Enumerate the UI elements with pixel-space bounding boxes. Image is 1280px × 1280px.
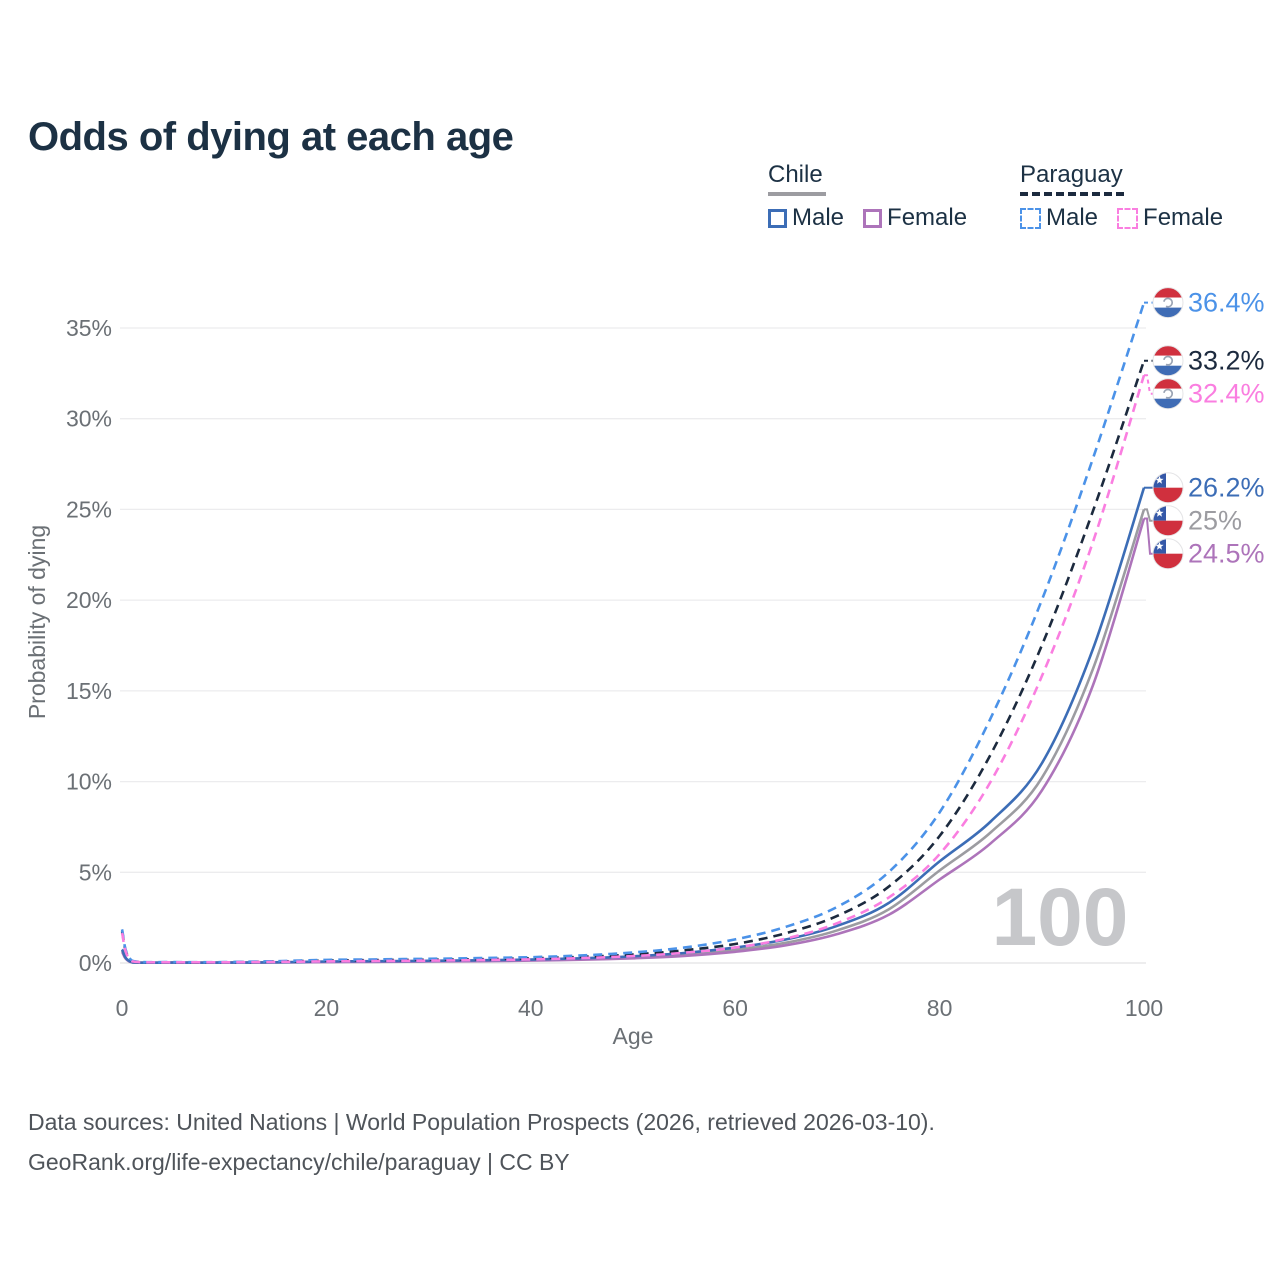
paraguay-female-swatch	[1117, 207, 1139, 229]
paraguay-flag-icon	[1152, 378, 1184, 410]
footer-attribution-line: GeoRank.org/life-expectancy/chile/paragu…	[28, 1149, 570, 1175]
legend-country-label-paraguay: Paraguay	[1020, 161, 1123, 188]
x-tick-20: 20	[314, 995, 340, 1021]
legend-label-paraguay-male: Male	[1046, 204, 1099, 231]
y-tick-30%: 30%	[66, 406, 112, 432]
legend-items-chile: Male Female	[768, 204, 986, 232]
series-line-paraguay-male	[120, 302, 1146, 964]
chile-male-swatch	[768, 208, 787, 228]
legend-item-chile-male[interactable]: Male	[768, 204, 844, 232]
paraguay-both-sexes-line-swatch	[1020, 192, 1124, 196]
legend-items-paraguay: Male Female	[1020, 204, 1242, 232]
legend-country-label-chile: Chile	[768, 161, 823, 188]
x-axis-label: Age	[613, 1023, 654, 1049]
chile-flag-icon	[1152, 538, 1184, 570]
legend-group-paraguay: Paraguay Male Female	[1020, 161, 1242, 232]
x-tick-60: 60	[722, 995, 748, 1021]
end-value-label-paraguay-female: 32.4%	[1188, 379, 1265, 409]
legend-item-paraguay-female[interactable]: Female	[1117, 204, 1223, 232]
y-tick-5%: 5%	[79, 859, 112, 885]
age-watermark: 100	[992, 872, 1129, 963]
chile-flag-icon	[1152, 505, 1184, 537]
legend-item-paraguay-male[interactable]: Male	[1020, 204, 1098, 232]
legend-label-chile-female: Female	[887, 204, 968, 231]
x-tick-100: 100	[1125, 995, 1163, 1021]
legend-country-paraguay[interactable]: Paraguay	[1020, 161, 1242, 196]
end-value-label-chile-female: 24.5%	[1188, 539, 1265, 569]
end-value-label-paraguay-both: 33.2%	[1188, 346, 1265, 376]
x-tick-80: 80	[927, 995, 953, 1021]
legend-country-chile[interactable]: Chile	[768, 161, 986, 196]
end-value-label-paraguay-male: 36.4%	[1188, 288, 1265, 318]
legend-item-chile-female[interactable]: Female	[863, 204, 967, 232]
y-axis-label: Probability of dying	[24, 525, 50, 719]
series-line-paraguay-female	[120, 374, 1146, 964]
legend-label-paraguay-female: Female	[1143, 204, 1224, 231]
paraguay-flag-icon	[1152, 287, 1184, 319]
y-tick-25%: 25%	[66, 496, 112, 522]
end-label-connector-chile-both	[1144, 508, 1153, 522]
paraguay-flag-icon	[1152, 345, 1184, 377]
y-tick-10%: 10%	[66, 769, 112, 795]
footer-sources-line: Data sources: United Nations | World Pop…	[28, 1109, 935, 1135]
legend-group-chile: Chile Male Female	[768, 161, 986, 232]
x-tick-0: 0	[116, 995, 129, 1021]
end-value-label-chile-male: 26.2%	[1188, 473, 1265, 503]
end-label-connector-chile-female	[1144, 517, 1153, 555]
data-source-footer: Data sources: United Nations | World Pop…	[28, 1102, 935, 1182]
end-value-label-chile-both: 25%	[1188, 506, 1242, 536]
end-label-connector-paraguay-female	[1144, 374, 1153, 395]
legend-label-chile-male: Male	[792, 204, 845, 231]
y-tick-15%: 15%	[66, 678, 112, 704]
chile-female-swatch	[863, 208, 883, 228]
paraguay-male-swatch	[1020, 207, 1041, 229]
y-tick-35%: 35%	[66, 315, 112, 341]
y-tick-20%: 20%	[66, 587, 112, 613]
chile-both-sexes-line-swatch	[768, 192, 826, 196]
chart-title: Odds of dying at each age	[28, 114, 514, 159]
chile-flag-icon	[1152, 472, 1184, 504]
x-tick-40: 40	[518, 995, 544, 1021]
y-tick-0%: 0%	[79, 950, 112, 976]
